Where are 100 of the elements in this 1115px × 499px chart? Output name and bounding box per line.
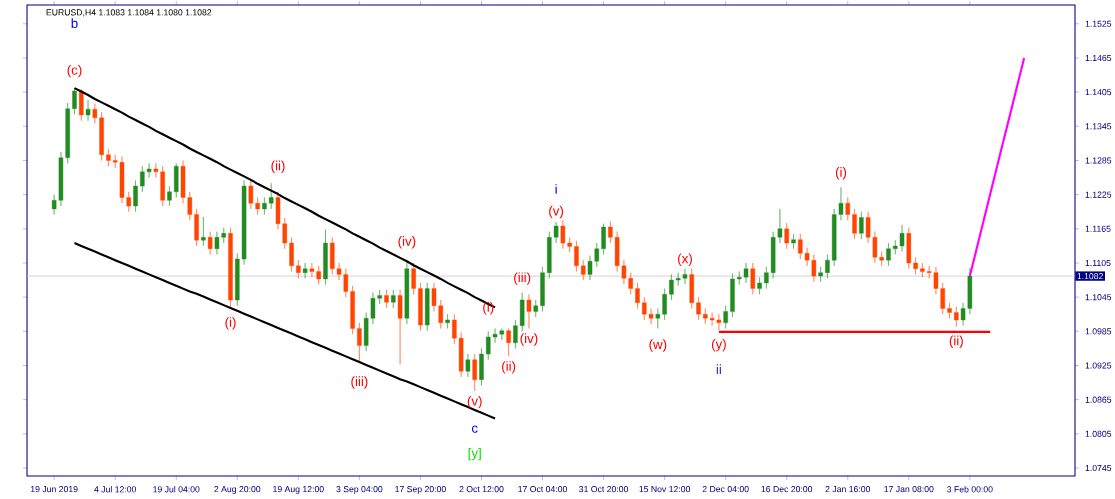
candlestick [635,282,640,309]
candlestick [167,185,172,207]
candlestick [913,257,918,275]
y-tick-label: 1.1405 [1085,89,1112,96]
y-tick-label: 1.1465 [1085,54,1112,62]
annotation: (iv) [520,333,538,346]
candlestick [533,299,538,318]
candlestick [479,348,484,386]
y-tick-label: 1.1525 [1085,20,1112,27]
candlestick [106,148,111,167]
candlestick [906,227,912,269]
candlestick [465,353,471,378]
y-tick-label: 1.0985 [1085,328,1112,335]
candlestick [72,87,77,115]
candlestick [357,322,362,362]
candlestick [947,302,952,319]
x-tick-label: 17 Sep 20:00 [395,486,446,494]
candlestick [601,223,606,255]
x-tick-label: 19 Aug 12:00 [273,486,324,494]
annotation: (x) [678,253,692,266]
candlestick [574,240,579,272]
candlestick [404,261,410,325]
ref-line-label: 1.1082 [1077,273,1103,280]
candlestick [207,231,213,255]
candlestick [859,211,864,240]
annotation: c [471,425,478,433]
y-tick-label: 1.1345 [1085,123,1112,130]
y-tick-label: 1.0925 [1085,362,1112,369]
candlestick [133,180,138,212]
candlestick [730,273,735,318]
candlestick [750,262,756,295]
annotation: (iv) [398,236,416,249]
x-tick-label: 15 Nov 12:00 [639,486,691,493]
annotation: (v) [467,395,482,409]
annotation: (i) [225,317,236,330]
y-tick-label: 1.0805 [1085,430,1112,437]
candlestick [845,197,850,221]
candlestick [696,296,701,321]
line-series [968,56,1026,278]
y-tick-label: 1.1045 [1085,294,1112,301]
annotation: (i) [835,167,847,180]
candlestick [397,289,403,365]
annotation: (ii) [271,160,285,174]
chart-title: EURUSD,H4 1.1083 1.1084 1.1080 1.1082 [46,9,212,17]
candlestick [825,254,830,279]
x-tick-label: 16 Dec 20:00 [761,486,813,493]
y-tick-label: 1.1165 [1085,225,1111,232]
y-tick-label: 1.1105 [1085,259,1111,267]
annotation: [y] [468,447,481,461]
y-tick-label: 1.1225 [1085,191,1112,198]
candlestick [201,216,206,247]
candlestick [818,266,823,282]
candlestick [784,222,789,249]
candlestick [445,314,450,329]
candlestick [323,229,328,285]
x-tick-label: 19 Jul 04:00 [153,486,200,493]
annotation: i [555,184,557,194]
candlestick [85,99,91,121]
candlestick [296,259,301,279]
candlestick [418,282,423,331]
candlestick [852,208,857,240]
annotation: (ii) [949,335,963,348]
annotation: (y) [711,338,726,352]
x-tick-label: 4 Jul 12:00 [94,486,137,493]
candlestick [689,268,694,309]
x-tick-label: 2 Oct 12:00 [459,486,504,493]
annotation: (i) [483,302,494,315]
candlestick [506,328,511,357]
x-tick-label: 3 Feb 00:00 [947,486,993,493]
candlestick [580,259,586,281]
annotation: (c) [67,64,82,78]
candlestick [194,208,199,247]
candlestick [954,306,959,327]
x-tick-label: 31 Oct 20:00 [579,486,629,493]
annotation: (w) [649,339,667,352]
x-tick-label: 3 Sep 04:00 [336,486,383,494]
candlestick [791,233,796,249]
candlestick [411,262,416,295]
annotation: ii [716,364,721,375]
annotation: b [71,18,78,29]
candlestick [886,242,891,267]
annotation: (iii) [514,272,531,285]
y-tick-label: 1.0865 [1085,396,1112,403]
candlestick [384,289,389,309]
candlestick [228,227,233,308]
candlestick [391,289,396,309]
candlestick [723,305,728,329]
candlestick [757,277,762,295]
candlestick [79,89,84,121]
x-tick-label: 2 Dec 04:00 [702,486,749,493]
x-tick-label: 2 Aug 20:00 [214,486,261,494]
candlestick [302,262,308,279]
candlestick [424,282,430,331]
x-tick-label: 2 Jan 16:00 [825,486,871,493]
candlestick [669,274,674,301]
annotation: (v) [549,205,564,219]
x-tick-label: 17 Oct 04:00 [518,486,567,493]
x-tick-label: 17 Jan 08:00 [884,486,934,493]
candlestick [540,266,545,312]
candlestick [262,197,267,215]
